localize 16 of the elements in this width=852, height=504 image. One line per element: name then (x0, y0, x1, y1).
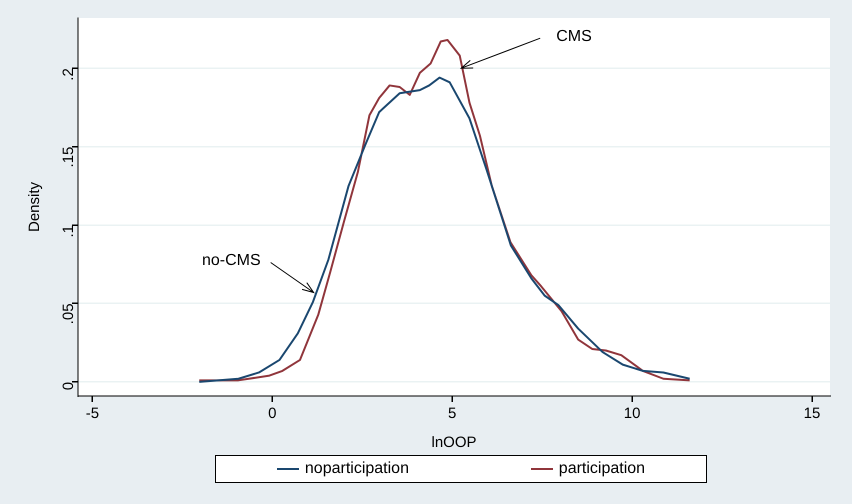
x-tick-label: -5 (86, 405, 100, 422)
x-tick-label: 15 (804, 405, 820, 422)
y-tick-label: .1 (60, 225, 78, 238)
y-tick-label: .2 (60, 68, 78, 81)
y-tick-label: 0 (60, 382, 78, 390)
annotation: no-CMS (202, 252, 261, 270)
x-tick-label: 10 (624, 405, 640, 422)
x-tick-label: 0 (268, 405, 276, 422)
legend-label: noparticipation (304, 460, 409, 478)
y-axis-title: Density (26, 182, 44, 232)
y-tick-label: .15 (60, 146, 78, 168)
x-axis-title: lnOOP (431, 434, 477, 452)
annotation: CMS (556, 28, 592, 46)
legend-label: participation (558, 460, 646, 478)
x-tick-label: 5 (448, 405, 456, 422)
y-tick-label: .05 (60, 303, 78, 324)
